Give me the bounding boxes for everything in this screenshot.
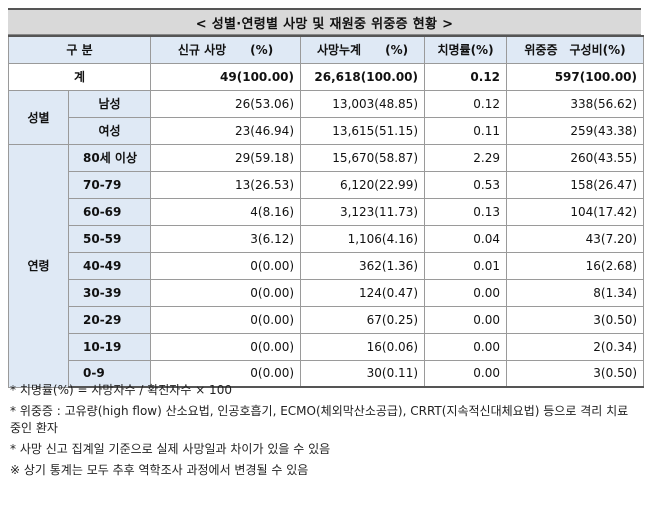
row-label: 40-49 xyxy=(67,251,152,280)
table-title: < 성별·연령별 사망 및 재원중 위중증 현황 > xyxy=(8,8,641,35)
cell-fatality-rate: 0.12 xyxy=(424,89,508,118)
footnote-subject-to-change: ※ 상기 통계는 모두 추후 역학조사 과정에서 변경될 수 있음 xyxy=(10,463,309,477)
cell-fatality-rate: 0.13 xyxy=(424,197,508,226)
cell-fatality-rate: 0.00 xyxy=(424,332,508,361)
cell-cumulative-deaths: 3,123(11.73) xyxy=(300,197,426,226)
cell-new-deaths: 23(46.94) xyxy=(150,116,302,145)
age-group-label: 연령 xyxy=(8,143,69,388)
row-label: 20-29 xyxy=(67,305,152,334)
cell-fatality-rate: 0.11 xyxy=(424,116,508,145)
table-row: 60-69 4(8.16) 3,123(11.73) 0.13 104(17.4… xyxy=(9,197,645,226)
cell-new-deaths: 0(0.00) xyxy=(150,359,302,388)
header-severe: 위중증 구성비(%) xyxy=(506,35,645,64)
cell-severe: 3(0.50) xyxy=(506,305,645,334)
row-label: 여성 xyxy=(67,116,152,145)
cell-severe: 260(43.55) xyxy=(506,143,645,172)
header-category: 구 분 xyxy=(7,35,152,64)
cell-cumulative-deaths: 67(0.25) xyxy=(300,305,426,334)
cell-severe: 8(1.34) xyxy=(506,278,645,307)
cell-severe: 338(56.62) xyxy=(506,89,645,118)
cell-fatality-rate: 0.53 xyxy=(424,170,508,199)
cell-cumulative-deaths: 1,106(4.16) xyxy=(300,224,426,253)
cell-fatality-rate: 0.01 xyxy=(424,251,508,280)
total-fatality-rate: 0.12 xyxy=(424,62,508,91)
row-label: 70-79 xyxy=(67,170,152,199)
cell-cumulative-deaths: 13,003(48.85) xyxy=(300,89,426,118)
cell-cumulative-deaths: 124(0.47) xyxy=(300,278,426,307)
table-row: 연령 80세 이상 29(59.18) 15,670(58.87) 2.29 2… xyxy=(8,143,645,388)
cell-fatality-rate: 0.04 xyxy=(424,224,508,253)
table-row: 20-29 0(0.00) 67(0.25) 0.00 3(0.50) xyxy=(9,305,645,334)
cell-severe: 2(0.34) xyxy=(506,332,645,361)
cell-new-deaths: 26(53.06) xyxy=(150,89,302,118)
gender-group-label: 성별 xyxy=(8,89,69,145)
cell-severe: 16(2.68) xyxy=(506,251,645,280)
cell-severe: 104(17.42) xyxy=(506,197,645,226)
table-row: 여성 23(46.94) 13,615(51.15) 0.11 259(43.3… xyxy=(9,116,645,145)
table-row: 0-9 0(0.00) 30(0.11) 0.00 3(0.50) xyxy=(9,359,645,388)
total-cumulative-deaths: 26,618(100.00) xyxy=(300,62,426,91)
stats-table: 구 분 신규 사망 (%) 사망누계 (%) 치명률(%) 위중증 구성비(%)… xyxy=(7,35,645,388)
cell-new-deaths: 0(0.00) xyxy=(150,251,302,280)
cell-fatality-rate: 2.29 xyxy=(424,143,508,172)
row-label: 80세 이상 xyxy=(67,143,152,172)
table-row: 30-39 0(0.00) 124(0.47) 0.00 8(1.34) xyxy=(9,278,645,307)
header-row: 구 분 신규 사망 (%) 사망누계 (%) 치명률(%) 위중증 구성비(%) xyxy=(7,35,645,64)
table-row: 50-59 3(6.12) 1,106(4.16) 0.04 43(7.20) xyxy=(9,224,645,253)
cell-cumulative-deaths: 362(1.36) xyxy=(300,251,426,280)
cell-new-deaths: 0(0.00) xyxy=(150,305,302,334)
row-label: 30-39 xyxy=(67,278,152,307)
row-label: 남성 xyxy=(67,89,152,118)
cell-cumulative-deaths: 13,615(51.15) xyxy=(300,116,426,145)
cell-fatality-rate: 0.00 xyxy=(424,359,508,388)
table-row: 40-49 0(0.00) 362(1.36) 0.01 16(2.68) xyxy=(9,251,645,280)
table-row: 70-79 13(26.53) 6,120(22.99) 0.53 158(26… xyxy=(9,170,645,199)
table-row: 성별 남성 26(53.06) 13,003(48.85) 0.12 338(5… xyxy=(8,89,645,145)
cell-severe: 43(7.20) xyxy=(506,224,645,253)
cell-new-deaths: 4(8.16) xyxy=(150,197,302,226)
header-cumulative-deaths: 사망누계 (%) xyxy=(300,35,426,64)
row-label: 50-59 xyxy=(67,224,152,253)
row-label: 60-69 xyxy=(67,197,152,226)
cell-new-deaths: 0(0.00) xyxy=(150,332,302,361)
total-severe: 597(100.00) xyxy=(506,62,645,91)
cell-severe: 158(26.47) xyxy=(506,170,645,199)
cell-new-deaths: 13(26.53) xyxy=(150,170,302,199)
total-label: 계 xyxy=(7,62,152,91)
footnote-report-date: * 사망 신고 집계일 기준으로 실제 사망일과 차이가 있을 수 있음 xyxy=(10,442,331,456)
cell-new-deaths: 0(0.00) xyxy=(150,278,302,307)
total-row: 계 49(100.00) 26,618(100.00) 0.12 597(100… xyxy=(7,62,645,91)
cell-fatality-rate: 0.00 xyxy=(424,305,508,334)
table-row: 10-19 0(0.00) 16(0.06) 0.00 2(0.34) xyxy=(9,332,645,361)
cell-new-deaths: 29(59.18) xyxy=(150,143,302,172)
cell-new-deaths: 3(6.12) xyxy=(150,224,302,253)
row-label: 0-9 xyxy=(67,359,152,388)
footnotes: * 치명률(%) = 사망자수 / 확진자수 × 100 * 위중증 : 고유량… xyxy=(10,382,640,483)
header-new-deaths: 신규 사망 (%) xyxy=(150,35,302,64)
cell-cumulative-deaths: 16(0.06) xyxy=(300,332,426,361)
footnote-severe-definition: * 위중증 : 고유량(high flow) 산소요법, 인공호흡기, ECMO… xyxy=(10,404,629,435)
row-label: 10-19 xyxy=(67,332,152,361)
total-new-deaths: 49(100.00) xyxy=(150,62,302,91)
cell-cumulative-deaths: 6,120(22.99) xyxy=(300,170,426,199)
cell-fatality-rate: 0.00 xyxy=(424,278,508,307)
cell-severe: 3(0.50) xyxy=(506,359,645,388)
cell-cumulative-deaths: 15,670(58.87) xyxy=(300,143,426,172)
cell-severe: 259(43.38) xyxy=(506,116,645,145)
header-fatality-rate: 치명률(%) xyxy=(424,35,508,64)
cell-cumulative-deaths: 30(0.11) xyxy=(300,359,426,388)
footnote-fatality-rate: * 치명률(%) = 사망자수 / 확진자수 × 100 xyxy=(10,383,232,397)
